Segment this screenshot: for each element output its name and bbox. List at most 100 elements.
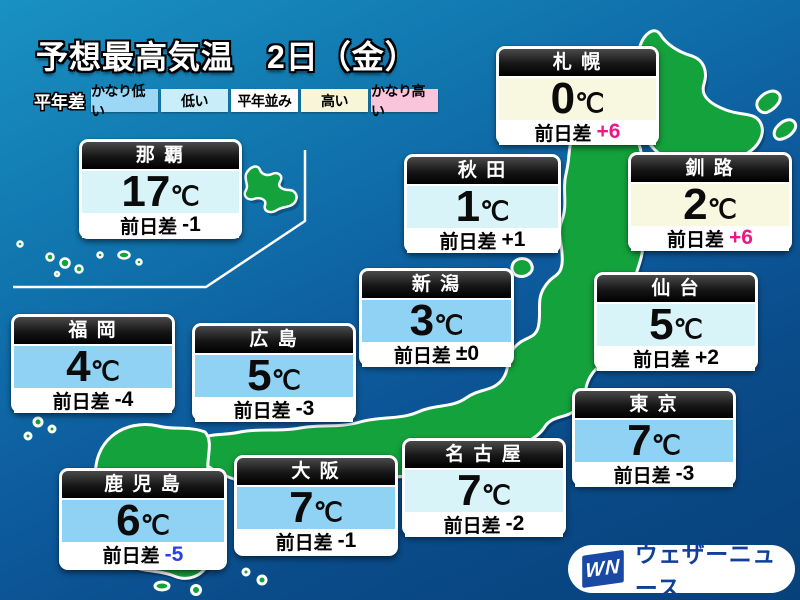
temperature: 0 ℃: [499, 74, 656, 123]
legend-item-lower: 低い: [161, 89, 228, 112]
day-over-day-diff: 前日差 -1: [82, 212, 239, 238]
diff-value: -4: [114, 388, 134, 412]
temperature-value: 7: [627, 416, 652, 465]
map-amami-island: [117, 250, 131, 260]
temperature-unit: ℃: [434, 309, 464, 340]
city-card-sendai: 仙 台 5 ℃ 前日差 +2: [594, 272, 758, 371]
temperature-value: 7: [289, 483, 314, 532]
map-goto-island: [32, 416, 44, 428]
temperature-value: 1: [455, 182, 481, 231]
diff-label: 前日差: [439, 231, 497, 253]
city-name: 釧 路: [631, 155, 789, 182]
temperature: 4 ℃: [14, 342, 172, 391]
day-over-day-diff: 前日差 -3: [195, 396, 353, 422]
city-card-tokyo: 東 京 7 ℃ 前日差 -3: [572, 388, 736, 487]
map-sado-island: [510, 257, 534, 278]
temperature-unit: ℃: [480, 195, 510, 226]
diff-value: ±0: [455, 342, 480, 366]
map-tanegashima-island: [153, 580, 171, 592]
temperature: 5 ℃: [195, 351, 353, 400]
diff-label: 前日差: [633, 349, 691, 371]
temperature: 3 ℃: [362, 296, 511, 345]
diff-value: +6: [729, 226, 753, 250]
diff-label: 前日差: [102, 546, 160, 567]
city-name: 仙 台: [597, 275, 755, 302]
city-name: 福 岡: [14, 317, 172, 344]
map-amami-island: [45, 252, 55, 262]
map-amami-island: [16, 240, 24, 248]
temperature: 5 ℃: [597, 300, 755, 349]
map-small-island: [256, 574, 268, 586]
city-card-sapporo: 札 幌 0 ℃ 前日差 +6: [496, 46, 659, 145]
diff-label: 前日差: [534, 123, 592, 145]
temperature-unit: ℃: [481, 479, 511, 510]
temperature: 7 ℃: [405, 466, 563, 515]
okinawa-inset-border: [13, 150, 307, 289]
city-name: 新 潟: [362, 271, 511, 298]
temperature: 1 ℃: [407, 182, 558, 231]
temperature-value: 0: [550, 74, 576, 123]
map-amami-island: [59, 257, 71, 269]
temperature: 7 ℃: [575, 416, 733, 465]
day-over-day-diff: 前日差 -3: [575, 461, 733, 487]
diff-value: +2: [695, 346, 719, 370]
map-kunashiri-island: [755, 89, 782, 115]
city-name: 秋 田: [407, 157, 558, 184]
city-card-naha: 那 覇 17 ℃ 前日差 -1: [79, 139, 242, 239]
diff-label: 前日差: [52, 391, 110, 413]
day-over-day-diff: 前日差 -5: [62, 542, 224, 567]
map-amami-island: [74, 264, 84, 274]
temperature: 7 ℃: [237, 483, 395, 532]
diff-value: -3: [295, 397, 315, 421]
map-amami-island: [135, 258, 143, 266]
city-name: 東 京: [575, 391, 733, 418]
temperature-value: 4: [66, 342, 91, 391]
temperature: 2 ℃: [631, 180, 789, 229]
diff-value: -3: [675, 462, 695, 486]
diff-value: -1: [182, 213, 201, 237]
temperature-unit: ℃: [271, 364, 301, 395]
temperature-value: 5: [247, 351, 272, 400]
temperature-unit: ℃: [140, 510, 170, 540]
day-over-day-diff: 前日差 -4: [14, 387, 172, 413]
day-over-day-diff: 前日差 +2: [597, 345, 755, 371]
temperature: 17 ℃: [82, 170, 239, 213]
weathernews-wordmark: ウェザーニュース: [634, 541, 776, 600]
city-card-fukuoka: 福 岡 4 ℃ 前日差 -4: [11, 314, 175, 413]
day-over-day-diff: 前日差 -1: [237, 528, 395, 554]
temperature-value: 6: [116, 496, 141, 546]
map-goto-island: [23, 431, 33, 441]
city-name: 鹿 児 島: [62, 471, 224, 498]
legend-item-normal: 平年並み: [231, 89, 298, 112]
map-yakushima-island: [190, 584, 202, 596]
day-over-day-diff: 前日差 -2: [405, 511, 563, 537]
day-over-day-diff: 前日差 +1: [407, 227, 558, 253]
temperature-value: 2: [683, 180, 708, 229]
page-title: 予想最高気温 2日（金）: [36, 39, 418, 75]
temperature-unit: ℃: [313, 496, 343, 527]
day-over-day-diff: 前日差 +6: [631, 225, 789, 251]
temperature-unit: ℃: [707, 193, 737, 224]
city-name: 名 古 屋: [405, 441, 563, 468]
diff-label: 前日差: [443, 515, 501, 537]
city-name: 那 覇: [82, 142, 239, 169]
diff-label: 前日差: [667, 229, 725, 251]
temperature-unit: ℃: [651, 429, 681, 460]
map-amami-island: [96, 251, 104, 259]
diff-value: -1: [337, 529, 357, 553]
temperature-value: 5: [649, 300, 674, 349]
diff-label: 前日差: [233, 400, 291, 422]
temperature-unit: ℃: [170, 180, 200, 211]
legend-item-much-higher: かなり高い: [371, 83, 438, 119]
city-name: 大 阪: [237, 458, 395, 485]
temperature-unit: ℃: [673, 313, 703, 344]
city-name: 広 島: [195, 326, 353, 353]
city-name: 札 幌: [499, 49, 656, 76]
temperature-value: 7: [457, 466, 482, 515]
anomaly-legend: 平年差 かなり低い 低い 平年並み 高い かなり高い: [34, 83, 438, 119]
map-okinawa-inset-islands: [16, 165, 298, 278]
temperature-unit: ℃: [575, 87, 605, 118]
map-etorofu-island: [772, 118, 798, 141]
temperature-value: 3: [409, 296, 435, 345]
